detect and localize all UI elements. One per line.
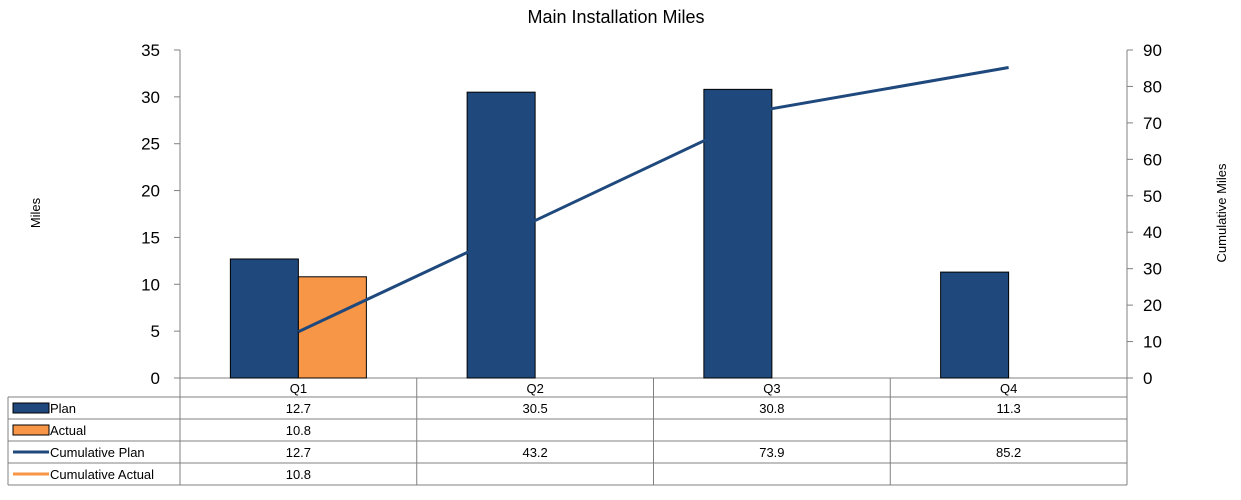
legend-key-actual [12,424,50,436]
legend-label-plan: Plan [50,401,76,416]
y2-tick-label: 0 [1143,369,1152,388]
data-table: Q1 Q2 Q3 Q4 Plan 12.7 30.5 30.8 11.3 Actual 10.8 Cu… [7,378,1128,486]
y2-tick-label: 60 [1143,150,1162,169]
y-tick-label: 35 [141,41,160,60]
table-cell-cumulative-plan-q1: 12.7 [286,445,311,460]
y-axis-label: Miles [28,197,43,228]
table-cell-actual-q1: 10.8 [286,423,311,438]
bar-plan-q4 [940,271,1010,379]
x-tick-label: Q3 [763,381,780,396]
chart-title: Main Installation Miles [527,7,704,27]
y-tick-label: 25 [141,135,160,154]
line-cumulative-plan [297,66,1009,334]
y-tick-label: 30 [141,88,160,107]
x-tick-label: Q2 [526,381,543,396]
y2-axis-label: Cumulative Miles [1214,163,1229,262]
legend-label-cumulative-actual: Cumulative Actual [50,467,154,482]
y2-tick-label: 10 [1143,333,1162,352]
y-tick-label: 20 [141,182,160,201]
legend-label-cumulative-plan: Cumulative Plan [50,445,145,460]
y2-tick-label: 80 [1143,77,1162,96]
y2-tick-label: 20 [1143,296,1162,315]
table-cell-cumulative-plan-q2: 43.2 [522,445,547,460]
y-tick-label: 10 [141,275,160,294]
table-cell-plan-q4: 11.3 [996,401,1020,416]
y-tick-label: 15 [141,228,160,247]
table-cell-cumulative-plan-q3: 73.9 [759,445,784,460]
legend-key-plan [12,402,50,414]
y-tick-label: 5 [151,322,160,341]
legend-label-actual: Actual [50,423,86,438]
table-cell-plan-q1: 12.7 [286,401,311,416]
y2-tick-label: 70 [1143,114,1162,133]
bar-plan-q1 [229,258,299,379]
table-cell-plan-q2: 30.5 [522,401,547,416]
bar-plan-q3 [703,88,773,379]
y2-tick-label: 50 [1143,187,1162,206]
y2-tick-label: 30 [1143,260,1162,279]
y2-tick-label: 90 [1143,41,1162,60]
y2-tick-label: 40 [1143,223,1162,242]
x-tick-label: Q1 [290,381,307,396]
lines [297,66,1009,334]
x-tick-label: Q4 [1000,381,1017,396]
table-cell-cumulative-actual-q1: 10.8 [286,467,311,482]
bars [229,88,1010,379]
y-tick-label: 0 [151,369,160,388]
table-cell-plan-q3: 30.8 [759,401,784,416]
table-cell-cumulative-plan-q4: 85.2 [996,445,1021,460]
